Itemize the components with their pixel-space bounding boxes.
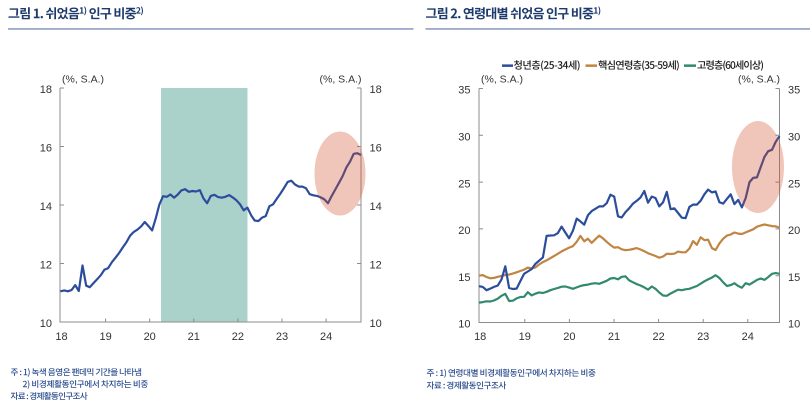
svg-text:22: 22 [652, 331, 664, 343]
svg-text:20: 20 [144, 331, 156, 343]
svg-text:10: 10 [40, 318, 52, 330]
svg-text:15: 15 [458, 272, 470, 284]
svg-text:20: 20 [458, 225, 470, 237]
svg-text:16: 16 [40, 143, 52, 155]
svg-text:22: 22 [232, 331, 244, 343]
svg-text:21: 21 [608, 331, 620, 343]
svg-text:21: 21 [188, 331, 200, 343]
svg-text:30: 30 [788, 132, 800, 144]
svg-text:14: 14 [40, 201, 52, 213]
svg-text:16: 16 [370, 143, 382, 155]
svg-text:12: 12 [370, 260, 382, 272]
svg-text:18: 18 [40, 84, 52, 96]
svg-text:(%, S.A.): (%, S.A.) [481, 74, 523, 86]
svg-text:12: 12 [40, 260, 52, 272]
svg-text:20: 20 [788, 225, 800, 237]
svg-text:35: 35 [458, 85, 470, 97]
svg-text:35: 35 [788, 85, 800, 97]
svg-text:(%, S.A.): (%, S.A.) [62, 74, 104, 86]
svg-text:10: 10 [370, 318, 382, 330]
svg-text:18: 18 [55, 331, 67, 343]
svg-text:10: 10 [458, 319, 470, 331]
svg-text:19: 19 [99, 331, 111, 343]
svg-text:18: 18 [370, 84, 382, 96]
svg-text:18: 18 [474, 331, 486, 343]
svg-text:20: 20 [563, 331, 575, 343]
svg-text:19: 19 [519, 331, 531, 343]
svg-text:23: 23 [697, 331, 709, 343]
svg-text:15: 15 [788, 272, 800, 284]
svg-text:14: 14 [370, 201, 382, 213]
svg-text:25: 25 [788, 178, 800, 190]
svg-text:(%, S.A.): (%, S.A.) [319, 74, 361, 86]
svg-text:10: 10 [788, 319, 800, 331]
svg-text:30: 30 [458, 132, 470, 144]
svg-text:24: 24 [320, 331, 332, 343]
svg-text:(%, S.A.): (%, S.A.) [738, 74, 780, 86]
svg-text:23: 23 [276, 331, 288, 343]
svg-text:24: 24 [742, 331, 754, 343]
svg-text:25: 25 [458, 178, 470, 190]
